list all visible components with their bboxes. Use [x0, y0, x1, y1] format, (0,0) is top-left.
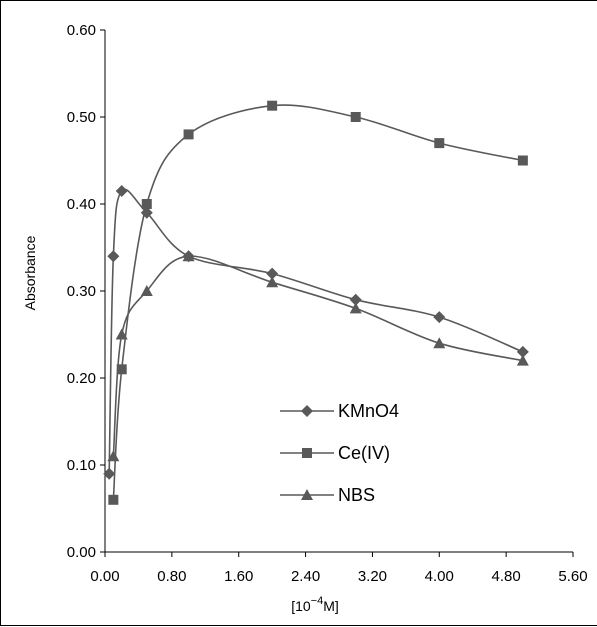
x-axis-title-unit: M] — [323, 598, 339, 614]
x-tick-label: 0.80 — [157, 568, 186, 585]
y-tick-label: 0.60 — [67, 22, 96, 39]
series-kmno4 — [103, 184, 529, 480]
data-point-kmno4 — [266, 267, 279, 280]
series-line-ce-iv — [112, 104, 524, 500]
x-axis-title: [10−4M] — [291, 595, 339, 614]
legend: KMnO4 Ce(IV) NBS — [280, 401, 399, 505]
data-point-ce-iv — [517, 155, 528, 166]
y-tick-label: 0.40 — [67, 196, 96, 213]
legend-item-nbs: NBS — [280, 485, 375, 505]
data-point-ce-iv — [350, 112, 361, 122]
data-point-nbs — [516, 354, 529, 366]
data-point-kmno4 — [103, 467, 116, 480]
y-tick-label: 0.00 — [67, 544, 96, 561]
data-point-kmno4 — [107, 250, 120, 263]
x-tick-label: 5.60 — [558, 568, 587, 585]
legend-label-nbs: NBS — [338, 485, 375, 505]
x-tick-label: 1.60 — [224, 568, 253, 585]
data-point-ce-iv — [183, 129, 194, 140]
y-tick-label: 0.20 — [67, 370, 96, 387]
x-tick-label: 3.20 — [358, 568, 387, 585]
data-point-nbs — [266, 276, 279, 288]
legend-item-ce-iv: Ce(IV) — [280, 443, 390, 463]
x-tick-label: 4.80 — [492, 568, 521, 585]
data-point-kmno4 — [115, 184, 128, 197]
data-point-ce-iv — [108, 494, 119, 505]
x-axis-title-base: [10 — [291, 598, 311, 614]
data-point-ce-iv — [141, 199, 152, 209]
x-tick-label: 4.00 — [425, 568, 454, 585]
y-tick-label: 0.10 — [67, 457, 96, 474]
y-axis-title: Absorbance — [22, 235, 38, 310]
legend-label-ce-iv: Ce(IV) — [338, 443, 390, 463]
series-line-nbs — [112, 255, 524, 457]
series-layer — [103, 100, 529, 505]
x-tick-label: 0.00 — [90, 568, 119, 585]
data-point-ce-iv — [116, 364, 127, 375]
series-ce-iv — [108, 100, 528, 505]
data-point-nbs — [349, 302, 362, 314]
series-nbs — [107, 250, 529, 462]
series-line-kmno4 — [108, 188, 524, 474]
data-point-nbs — [115, 328, 128, 340]
legend-marker-kmno4 — [301, 405, 313, 417]
legend-label-kmno4: KMnO4 — [338, 401, 399, 421]
data-point-kmno4 — [349, 293, 362, 306]
y-tick-label: 0.30 — [67, 283, 96, 300]
legend-marker-ce-iv — [302, 448, 312, 458]
legend-item-kmno4: KMnO4 — [280, 401, 399, 421]
data-point-ce-iv — [434, 138, 445, 149]
data-point-nbs — [182, 250, 195, 262]
x-axis-title-superscript: −4 — [311, 595, 324, 607]
y-tick-label: 0.50 — [67, 109, 96, 126]
x-tick-label: 2.40 — [291, 568, 320, 585]
data-point-nbs — [433, 337, 446, 349]
data-point-kmno4 — [516, 345, 529, 358]
axes-layer: 0.00 0.10 0.20 0.30 0.40 0.50 0.60 0.00 0.80 1.60… — [67, 22, 588, 585]
legend-marker-nbs — [301, 489, 313, 500]
data-point-kmno4 — [433, 311, 446, 324]
data-point-nbs — [107, 450, 120, 462]
data-point-ce-iv — [267, 100, 278, 111]
data-point-nbs — [140, 285, 153, 296]
